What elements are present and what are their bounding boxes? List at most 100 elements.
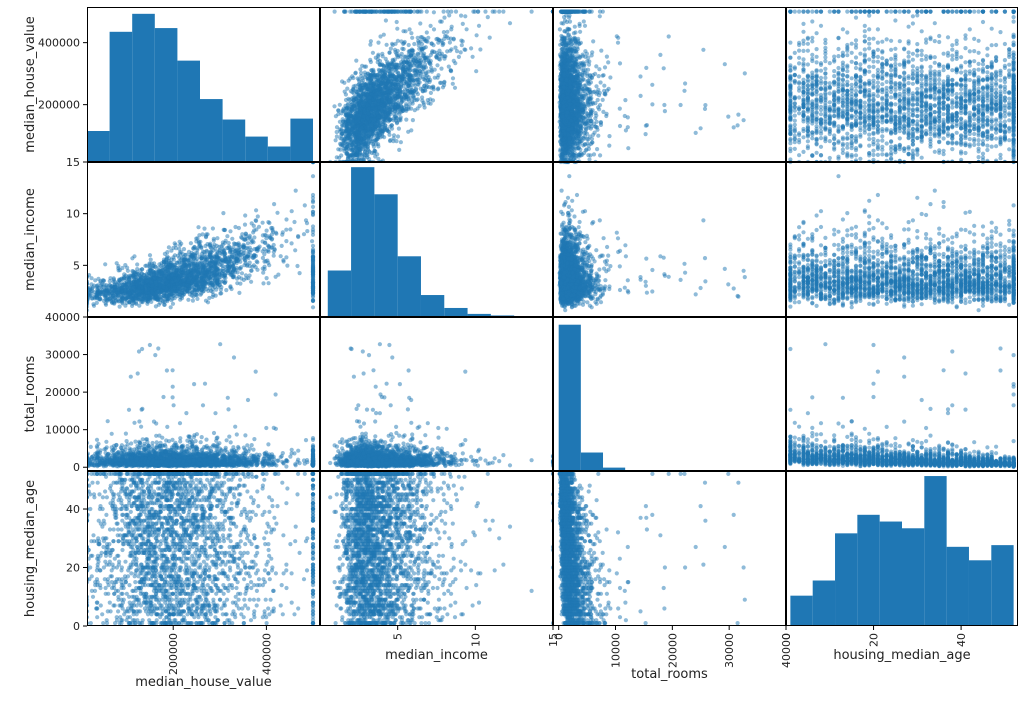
scatter-point	[407, 27, 412, 32]
scatter-point	[348, 119, 353, 124]
scatter-point	[390, 42, 395, 48]
scatter-point	[348, 76, 353, 81]
scatter-point	[400, 46, 405, 51]
scatter-point	[399, 77, 404, 82]
scatter-point	[452, 85, 458, 90]
scatter-point	[339, 141, 344, 146]
scatter-point	[394, 139, 399, 144]
scatter-point	[336, 108, 341, 113]
scatter-point	[445, 29, 450, 34]
scatter-point	[662, 102, 667, 108]
scatter-point	[643, 123, 649, 128]
scatter-point	[380, 63, 386, 68]
scatter-point	[385, 59, 390, 64]
scatter-point	[376, 98, 381, 103]
scatter-point	[593, 116, 598, 121]
scatter-point	[394, 88, 399, 93]
scatter-point	[387, 50, 392, 55]
scatter-point	[607, 134, 612, 139]
scatter-point	[396, 70, 401, 75]
scatter-point	[583, 117, 588, 122]
scatter-point	[589, 118, 594, 123]
scatter-point	[358, 127, 363, 132]
scatter-point	[380, 88, 385, 93]
scatter-point	[412, 9, 417, 14]
scatter-point	[391, 136, 396, 141]
scatter-point	[597, 67, 602, 72]
scatter-point	[383, 18, 388, 23]
scatter-point	[430, 49, 435, 54]
scatter-point	[582, 142, 587, 147]
scatter-point	[350, 148, 355, 153]
scatter-point	[375, 57, 380, 62]
scatter-point	[387, 85, 392, 91]
scatter-point	[650, 82, 655, 87]
scatter-point	[463, 14, 468, 19]
scatter-point	[564, 42, 569, 48]
scatter-point	[351, 104, 356, 110]
scatter-point	[577, 21, 582, 26]
hist-bar	[87, 131, 110, 162]
scatter-point	[570, 63, 575, 68]
scatter-point	[369, 9, 374, 14]
scatter-point	[374, 110, 379, 116]
scatter-point	[377, 62, 382, 67]
scatter-point	[703, 103, 708, 108]
scatter-point	[384, 110, 389, 115]
scatter-point	[575, 45, 580, 50]
scatter-point	[666, 34, 671, 39]
scatter-point	[410, 99, 415, 104]
scatter-point	[337, 127, 342, 132]
scatter-point	[411, 63, 416, 68]
scatter-point	[368, 42, 373, 47]
scatter-point	[389, 123, 394, 128]
scatter-point	[441, 29, 446, 35]
scatter-point	[596, 105, 601, 110]
scatter-point	[422, 45, 427, 51]
scatter-point	[381, 68, 386, 73]
scatter-point	[345, 86, 350, 91]
scatter-point	[353, 96, 358, 101]
scatter-point	[338, 147, 343, 152]
scatter-point	[403, 29, 408, 34]
scatter-point	[378, 34, 383, 39]
scatter-point	[345, 151, 350, 156]
scatter-point	[442, 80, 447, 85]
scatter-point	[385, 64, 390, 69]
scatter-point	[579, 62, 584, 68]
scatter-point	[365, 116, 370, 121]
scatter-point	[398, 140, 403, 145]
scatter-point	[572, 140, 577, 145]
scatter-point	[370, 50, 375, 55]
scatter-point	[351, 132, 356, 137]
scatter-point	[382, 125, 387, 130]
scatter-point	[453, 9, 459, 14]
scatter-point	[387, 94, 392, 99]
scatter-point	[424, 30, 429, 35]
scatter-point	[449, 47, 454, 52]
hist-bar	[290, 118, 314, 162]
scatter-point	[587, 157, 592, 162]
scatter-point	[362, 136, 367, 141]
scatter-point	[369, 137, 374, 142]
scatter-point	[440, 85, 446, 90]
scatter-point	[437, 57, 442, 62]
scatter-point	[594, 84, 599, 89]
scatter-point	[577, 41, 582, 46]
scatter-point	[586, 67, 591, 72]
panel-frame	[320, 7, 553, 162]
scatter-point	[568, 47, 573, 52]
hist-bar	[222, 119, 246, 162]
scatter-point	[589, 9, 594, 14]
scatter-point	[580, 152, 585, 157]
scatter-point	[397, 147, 402, 152]
scatter-point	[395, 134, 401, 139]
scatter-point	[353, 139, 358, 144]
scatter-point	[569, 155, 574, 160]
scatter-point	[588, 126, 594, 131]
scatter-point	[596, 74, 601, 79]
scatter-point	[593, 101, 598, 106]
scatter-point	[395, 38, 400, 43]
scatter-point	[355, 104, 360, 109]
scatter-point	[411, 57, 416, 62]
